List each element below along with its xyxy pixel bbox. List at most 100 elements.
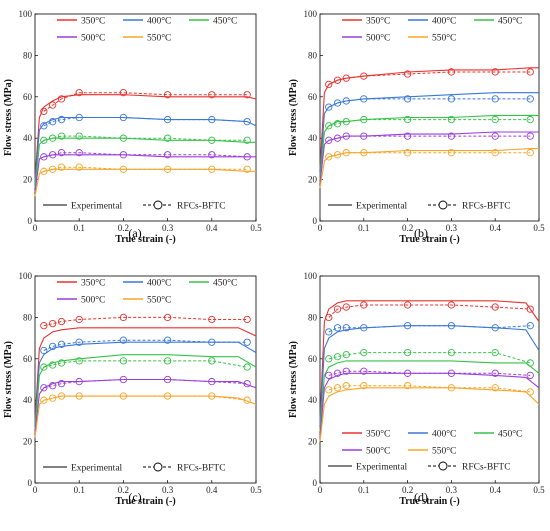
model-marker (403, 301, 412, 309)
model-line (43, 316, 248, 327)
model-line (328, 152, 531, 158)
y-tick-label: 0 (28, 216, 33, 226)
model-marker (163, 134, 172, 142)
model-line (43, 135, 248, 141)
model-line (43, 360, 248, 368)
y-tick-label: 80 (308, 50, 318, 60)
model-marker (491, 115, 499, 124)
experimental-line (319, 325, 540, 426)
experimental-line (319, 372, 540, 438)
x-tick-label: 0.2 (402, 223, 413, 233)
model-marker (447, 95, 456, 103)
series (34, 392, 257, 438)
model-marker (325, 103, 333, 111)
model-line (328, 71, 531, 85)
legend-label: 500°C (366, 33, 390, 44)
model-marker (75, 132, 83, 140)
model-marker (119, 151, 128, 159)
y-tick-label: 20 (23, 175, 33, 185)
experimental-line (34, 378, 257, 434)
model-marker (360, 324, 368, 332)
model-marker (49, 342, 57, 351)
model-marker (360, 132, 368, 140)
model-marker (40, 396, 48, 404)
model-marker (163, 115, 172, 124)
series (34, 149, 256, 193)
model-line (328, 98, 531, 108)
plot-frame (319, 13, 540, 222)
panel-label: (b) (414, 226, 428, 240)
model-marker (325, 122, 333, 130)
x-tick-label: 0 (33, 223, 38, 233)
series (34, 336, 257, 426)
model-line (43, 166, 248, 172)
model-marker (75, 315, 83, 324)
model-marker (491, 95, 499, 103)
y-tick-label: 100 (19, 271, 33, 281)
experimental-line (34, 94, 257, 180)
series (319, 300, 540, 421)
y-tick-label: 100 (304, 271, 318, 281)
model-marker (342, 117, 350, 126)
series (319, 382, 540, 442)
x-tick-label: 0.5 (533, 485, 545, 495)
model-marker (447, 149, 456, 157)
model-marker (333, 134, 342, 142)
model-marker (208, 357, 216, 365)
y-tick-label: 20 (308, 175, 318, 185)
model-marker (325, 313, 333, 322)
model-marker (447, 132, 456, 140)
model-marker (403, 382, 412, 390)
model-marker (243, 117, 251, 126)
y-tick-label: 80 (308, 312, 318, 322)
legend-model-label: RFCs-BFTC (462, 463, 511, 473)
series (34, 375, 257, 434)
x-tick-label: 0 (318, 223, 323, 233)
model-marker (57, 132, 66, 140)
model-marker (208, 315, 216, 324)
model-marker (40, 346, 48, 355)
legend-label: 500°C (81, 33, 105, 44)
legend-experimental-label: Experimental (71, 202, 123, 212)
model-line (328, 119, 531, 127)
model-marker (40, 153, 48, 161)
legend: 350°C 400°C 450°C 500°C 550°C Experimental RFC… (328, 16, 522, 212)
model-marker (360, 301, 368, 309)
model-line (328, 135, 531, 141)
y-tick-label: 0 (28, 478, 33, 488)
model-marker (243, 315, 251, 324)
model-marker (333, 99, 342, 107)
model-marker (403, 322, 412, 330)
model-marker (208, 115, 216, 124)
model-marker (403, 369, 412, 377)
model-marker (40, 107, 48, 115)
chart-panel: 0 20 40 60 80 100 0 0.1 0.2 0.3 0.4 0.5 True strain … (3, 9, 262, 245)
x-tick-label: 0 (33, 485, 38, 495)
model-marker (342, 303, 350, 311)
experimental-line (319, 387, 540, 442)
legend-label: 400°C (432, 16, 456, 27)
model-marker (40, 167, 48, 175)
model-line (43, 152, 248, 158)
series (34, 163, 256, 197)
model-marker (325, 355, 333, 363)
series (319, 114, 539, 180)
legend-label: 550°C (432, 446, 456, 457)
experimental-line (34, 341, 257, 426)
model-marker (333, 324, 342, 332)
legend-model-marker (438, 200, 448, 210)
x-tick-label: 0.1 (358, 223, 369, 233)
model-line (43, 92, 248, 112)
model-marker (491, 149, 499, 157)
experimental-line (319, 67, 539, 170)
experimental-line (34, 327, 257, 421)
model-marker (360, 95, 368, 103)
legend: 350°C 400°C 450°C 500°C 550°C Experimental RFC… (43, 278, 237, 474)
model-marker (57, 392, 66, 400)
model-marker (491, 303, 499, 311)
experimental-line (34, 354, 257, 430)
model-marker (208, 136, 216, 144)
model-marker (57, 115, 66, 124)
y-tick-label: 40 (23, 395, 33, 405)
model-marker (49, 394, 57, 402)
